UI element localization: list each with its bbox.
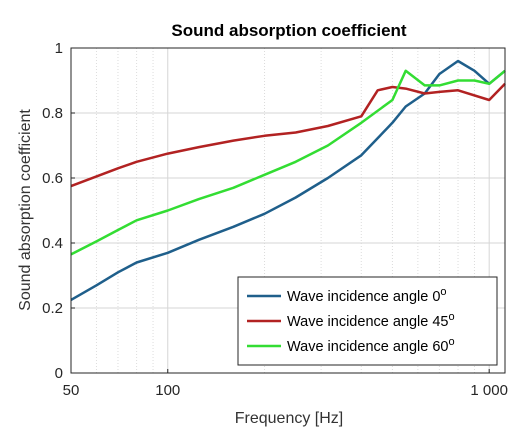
chart-title: Sound absorption coefficient bbox=[171, 21, 407, 40]
series-line-0 bbox=[70, 59, 506, 301]
plot-area-border bbox=[70, 47, 506, 374]
x-tick-label: 1 000 bbox=[470, 382, 508, 399]
series-line-1 bbox=[70, 82, 506, 188]
x-tick-label: 100 bbox=[155, 382, 180, 399]
y-axis-label: Sound absorption coefficient bbox=[17, 109, 34, 311]
legend-box bbox=[237, 276, 498, 366]
y-tick-label: 0.2 bbox=[42, 300, 63, 317]
y-tick-label: 0.4 bbox=[42, 235, 63, 252]
y-tick-label: 0 bbox=[55, 365, 63, 382]
legend-label: Wave incidence angle 60o bbox=[287, 336, 455, 355]
x-tick-label: 50 bbox=[63, 382, 80, 399]
y-tick-label: 0.8 bbox=[42, 105, 63, 122]
legend-label: Wave incidence angle 45o bbox=[287, 311, 455, 330]
legend-label: Wave incidence angle 0o bbox=[287, 286, 447, 305]
series-lines bbox=[70, 59, 506, 301]
legend: Wave incidence angle 0o Wave incidence an… bbox=[237, 276, 498, 366]
axis-ticks: 0 0.2 0.4 0.6 0.8 1 50 100 1 000 bbox=[42, 40, 508, 399]
x-axis-label: Frequency [Hz] bbox=[235, 410, 343, 427]
series-line-2 bbox=[70, 69, 506, 256]
y-tick-label: 1 bbox=[55, 40, 63, 57]
y-tick-label: 0.6 bbox=[42, 170, 63, 187]
